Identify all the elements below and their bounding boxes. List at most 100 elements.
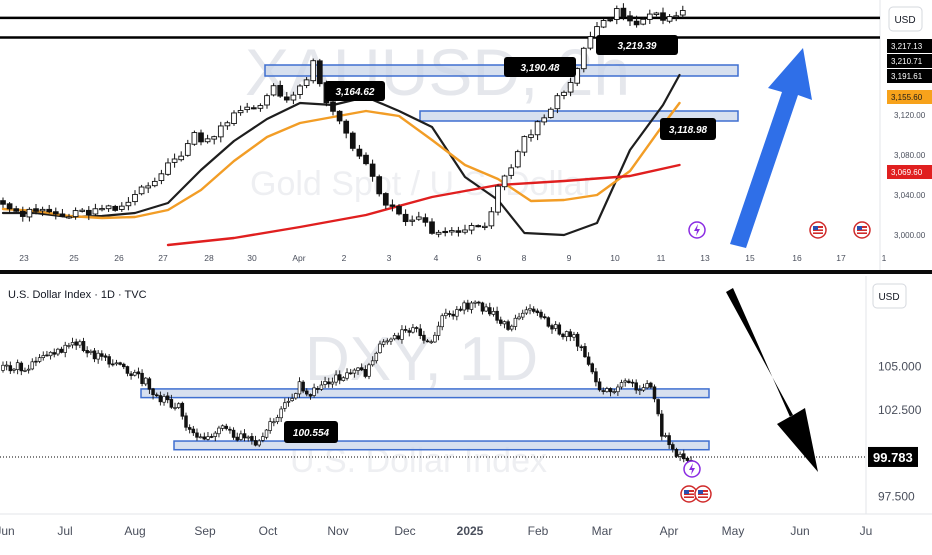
price-candle[interactable] [39, 206, 46, 217]
dxy-candle[interactable] [627, 378, 631, 384]
dxy-candle[interactable] [385, 338, 390, 345]
dxy-candle[interactable] [235, 432, 239, 442]
dxy-candle[interactable] [297, 377, 302, 398]
price-candle[interactable] [547, 107, 554, 119]
price-candle[interactable] [455, 226, 462, 237]
dxy-candle[interactable] [34, 356, 38, 367]
price-candle[interactable] [580, 46, 587, 73]
price-candle[interactable] [508, 164, 515, 180]
bottom-currency-button[interactable] [872, 283, 907, 309]
dxy-candle[interactable] [531, 306, 536, 314]
top-price-tag[interactable]: 3,155.60 [887, 90, 932, 104]
dxy-candle[interactable] [425, 338, 430, 343]
dxy-candle[interactable] [246, 435, 250, 442]
dxy-candle[interactable] [502, 320, 507, 329]
price-candle[interactable] [138, 184, 145, 196]
dxy-candle[interactable] [546, 316, 551, 328]
dxy-candle[interactable] [330, 377, 335, 388]
dxy-candle[interactable] [367, 362, 371, 380]
price-candle[interactable] [112, 204, 119, 212]
price-candle[interactable] [613, 5, 620, 25]
dxy-candle[interactable] [447, 310, 452, 318]
dxy-candle[interactable] [67, 342, 71, 349]
dxy-candle[interactable] [231, 427, 236, 440]
dxy-candle[interactable] [275, 414, 280, 425]
dxy-candle[interactable] [440, 313, 444, 331]
price-candle[interactable] [488, 207, 495, 229]
dxy-candle[interactable] [242, 429, 247, 442]
price-candle[interactable] [396, 204, 402, 216]
dxy-candle[interactable] [429, 339, 433, 344]
dxy-candle[interactable] [279, 406, 283, 423]
price-candle[interactable] [620, 3, 627, 21]
dxy-candle[interactable] [535, 308, 540, 316]
price-candle[interactable] [79, 208, 86, 213]
dxy-candle[interactable] [422, 330, 426, 344]
price-candle[interactable] [561, 90, 567, 100]
dxy-candle[interactable] [151, 387, 155, 400]
price-candle[interactable] [534, 120, 541, 141]
dxy-candle[interactable] [458, 306, 463, 312]
price-candle[interactable] [26, 207, 33, 222]
price-candle[interactable] [607, 17, 614, 23]
dxy-candle[interactable] [579, 344, 584, 351]
dxy-candle[interactable] [671, 442, 675, 453]
dxy-candle[interactable] [184, 412, 188, 431]
dxy-candle[interactable] [92, 347, 97, 363]
dxy-candle[interactable] [198, 433, 203, 439]
top-price-callout[interactable]: 3,190.48 [504, 57, 576, 77]
dxy-candle[interactable] [312, 383, 316, 398]
dxy-candle[interactable] [550, 323, 554, 334]
price-candle[interactable] [468, 222, 475, 235]
price-candle[interactable] [165, 158, 171, 176]
price-candle[interactable] [33, 204, 39, 215]
dxy-candle[interactable] [649, 381, 653, 389]
dxy-candle[interactable] [469, 301, 474, 314]
dxy-candle[interactable] [378, 340, 382, 354]
price-candle[interactable] [646, 9, 653, 25]
price-candle[interactable] [264, 93, 270, 109]
dxy-candle[interactable] [462, 300, 466, 315]
dxy-candle[interactable] [169, 394, 174, 409]
dxy-candle[interactable] [561, 332, 565, 340]
dxy-candle[interactable] [63, 341, 67, 358]
dxy-candle[interactable] [70, 337, 75, 349]
dxy-candle[interactable] [396, 332, 401, 341]
dxy-candle[interactable] [111, 359, 115, 367]
dxy-candle[interactable] [356, 367, 360, 375]
lightning-event-icon[interactable] [683, 460, 701, 478]
dxy-candle[interactable] [118, 361, 122, 366]
price-candle[interactable] [521, 135, 528, 157]
dxy-candle[interactable] [213, 430, 218, 442]
dxy-candle[interactable] [341, 376, 346, 382]
price-candle[interactable] [528, 129, 534, 142]
dxy-candle[interactable] [187, 424, 192, 434]
price-candle[interactable] [46, 204, 53, 214]
dxy-candle[interactable] [488, 302, 492, 317]
price-candle[interactable] [541, 114, 548, 126]
price-candle[interactable] [402, 209, 409, 226]
dxy-candle[interactable] [370, 356, 375, 367]
dxy-candle[interactable] [220, 424, 225, 432]
price-candle[interactable] [290, 91, 297, 105]
dxy-candle[interactable] [176, 402, 181, 410]
price-candle[interactable] [422, 213, 429, 227]
dxy-candle[interactable] [56, 347, 60, 357]
dxy-candle[interactable] [96, 350, 100, 364]
dxy-candle[interactable] [319, 380, 324, 391]
price-candle[interactable] [376, 174, 383, 197]
dxy-candle[interactable] [74, 338, 78, 350]
price-candle[interactable] [363, 152, 369, 166]
price-candle[interactable] [283, 91, 290, 103]
price-candle[interactable] [0, 197, 6, 208]
moving-average-line[interactable] [166, 163, 681, 247]
dxy-candle[interactable] [616, 384, 620, 396]
dxy-candle[interactable] [403, 325, 408, 333]
dxy-candle[interactable] [264, 429, 269, 440]
price-candle[interactable] [567, 77, 574, 97]
price-candle[interactable] [673, 11, 680, 22]
top-price-tag[interactable]: 3,191.61 [887, 69, 932, 83]
dxy-candle[interactable] [209, 433, 214, 439]
dxy-candle[interactable] [674, 447, 679, 458]
top-price-tag[interactable]: 3,069.60 [887, 165, 932, 179]
